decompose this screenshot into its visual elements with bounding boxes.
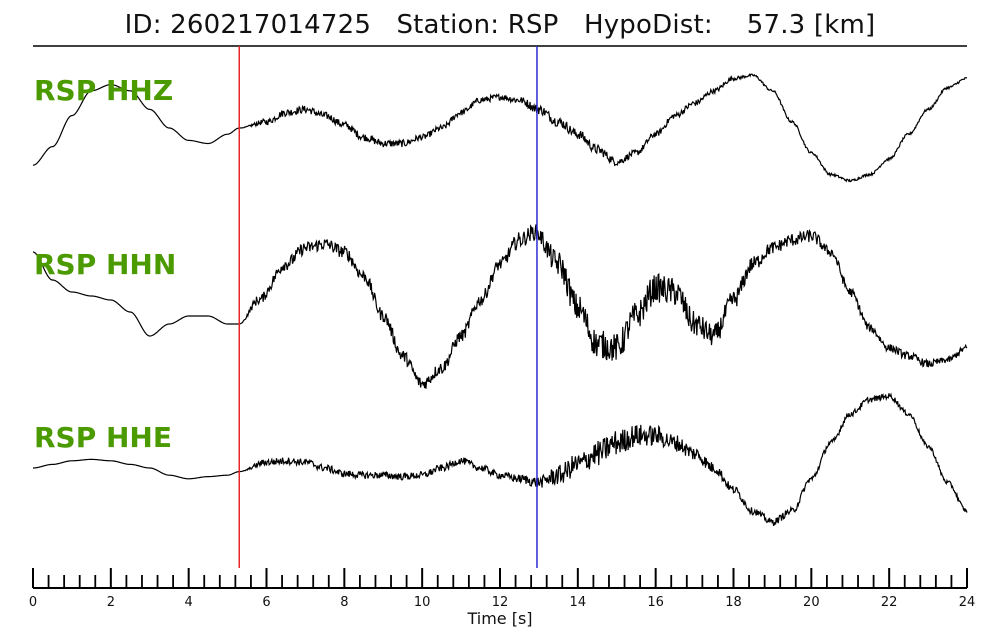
picks-group	[238, 46, 538, 568]
chart-title: ID: 260217014725 Station: RSP HypoDist: …	[124, 10, 876, 40]
x-tick-label: 0	[29, 595, 37, 610]
x-tick-label: 16	[647, 595, 664, 610]
x-tick-label: 6	[262, 595, 270, 610]
trace-rsp-hhe	[32, 392, 968, 527]
time-axis: 0 2 4 6 8 10 12 14 16 18 20 22 24	[29, 568, 975, 610]
x-tick-label: 20	[803, 595, 820, 610]
x-tick-label: 2	[107, 595, 115, 610]
x-tick-label: 18	[725, 595, 742, 610]
x-axis-label: Time [s]	[466, 609, 532, 628]
x-tick-label: 8	[340, 595, 348, 610]
x-tick-label: 24	[959, 595, 976, 610]
x-tick-label: 10	[414, 595, 431, 610]
trace-rsp-hhz	[32, 73, 968, 183]
trace-label: RSP HHN	[34, 248, 176, 281]
trace-rsp-hhn	[32, 224, 968, 389]
trace-labels-group: RSP HHZ RSP HHN RSP HHE	[34, 74, 176, 454]
trace-label: RSP HHE	[34, 421, 172, 454]
x-tick-label: 12	[492, 595, 509, 610]
x-tick-label: 22	[881, 595, 898, 610]
trace-label: RSP HHZ	[34, 74, 173, 107]
x-tick-label: 4	[185, 595, 193, 610]
traces-group	[32, 73, 968, 527]
x-tick-label: 14	[570, 595, 587, 610]
